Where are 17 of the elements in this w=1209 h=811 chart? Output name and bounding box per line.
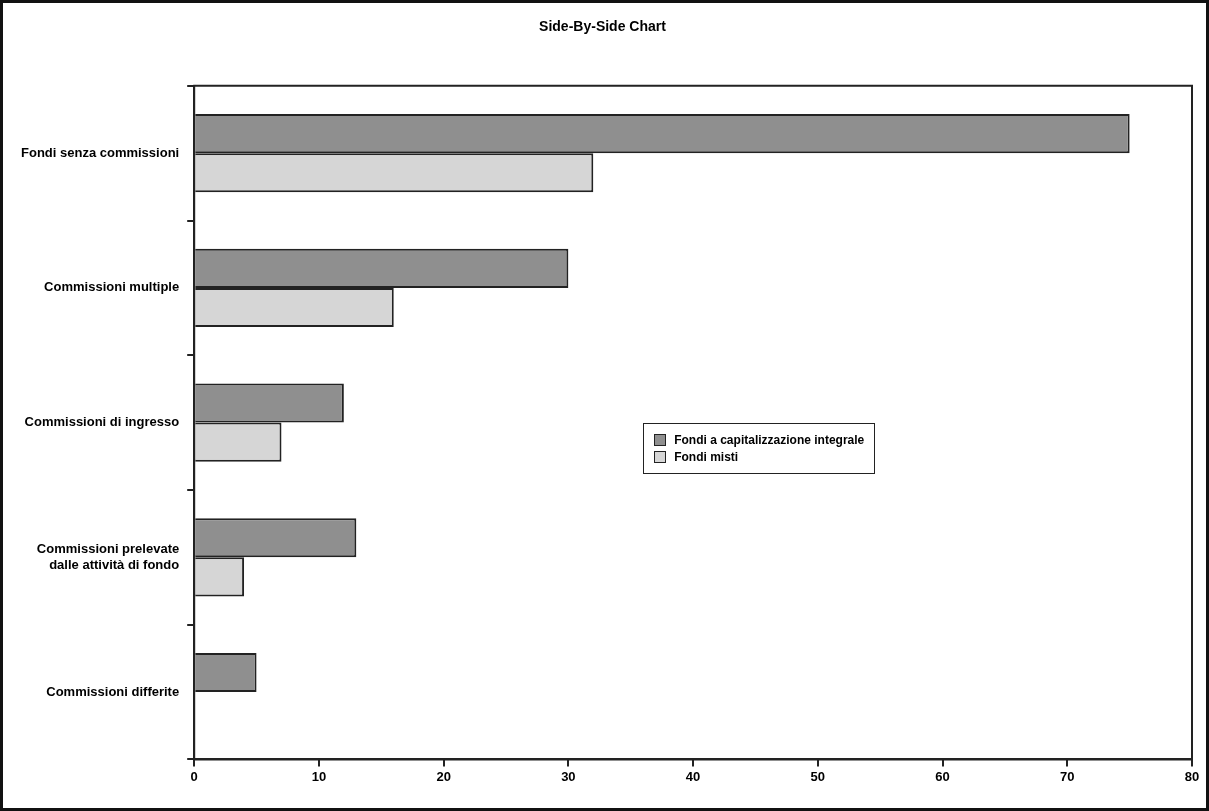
x-tick-label: 10 [311,768,327,784]
y-tick-label: Fondi senza commissioni [20,144,180,160]
x-tick-label: 40 [685,768,701,784]
y-tick-label: Commissioni di ingresso [24,414,180,430]
x-tick-label: 0 [190,768,198,784]
x-tick-label: 60 [935,768,950,784]
y-tick-label: Commissioni prelevate dalle attività di fondo [36,541,180,572]
x-tick-label: 80 [1184,768,1200,784]
x-tick-label: 30 [561,768,576,784]
x-tick-label: 70 [1060,768,1075,784]
y-tick-label: Commissioni multiple [44,279,180,295]
x-tick-label: 50 [810,768,826,784]
y-tick-label: Commissioni differite [46,683,180,699]
legend-label: Fondi a capitalizzazione integrale [673,432,865,447]
x-tick-label: 20 [436,768,451,784]
legend-label: Fondi misti [673,449,740,464]
chart-title: Side-By-Side Chart [539,18,667,35]
